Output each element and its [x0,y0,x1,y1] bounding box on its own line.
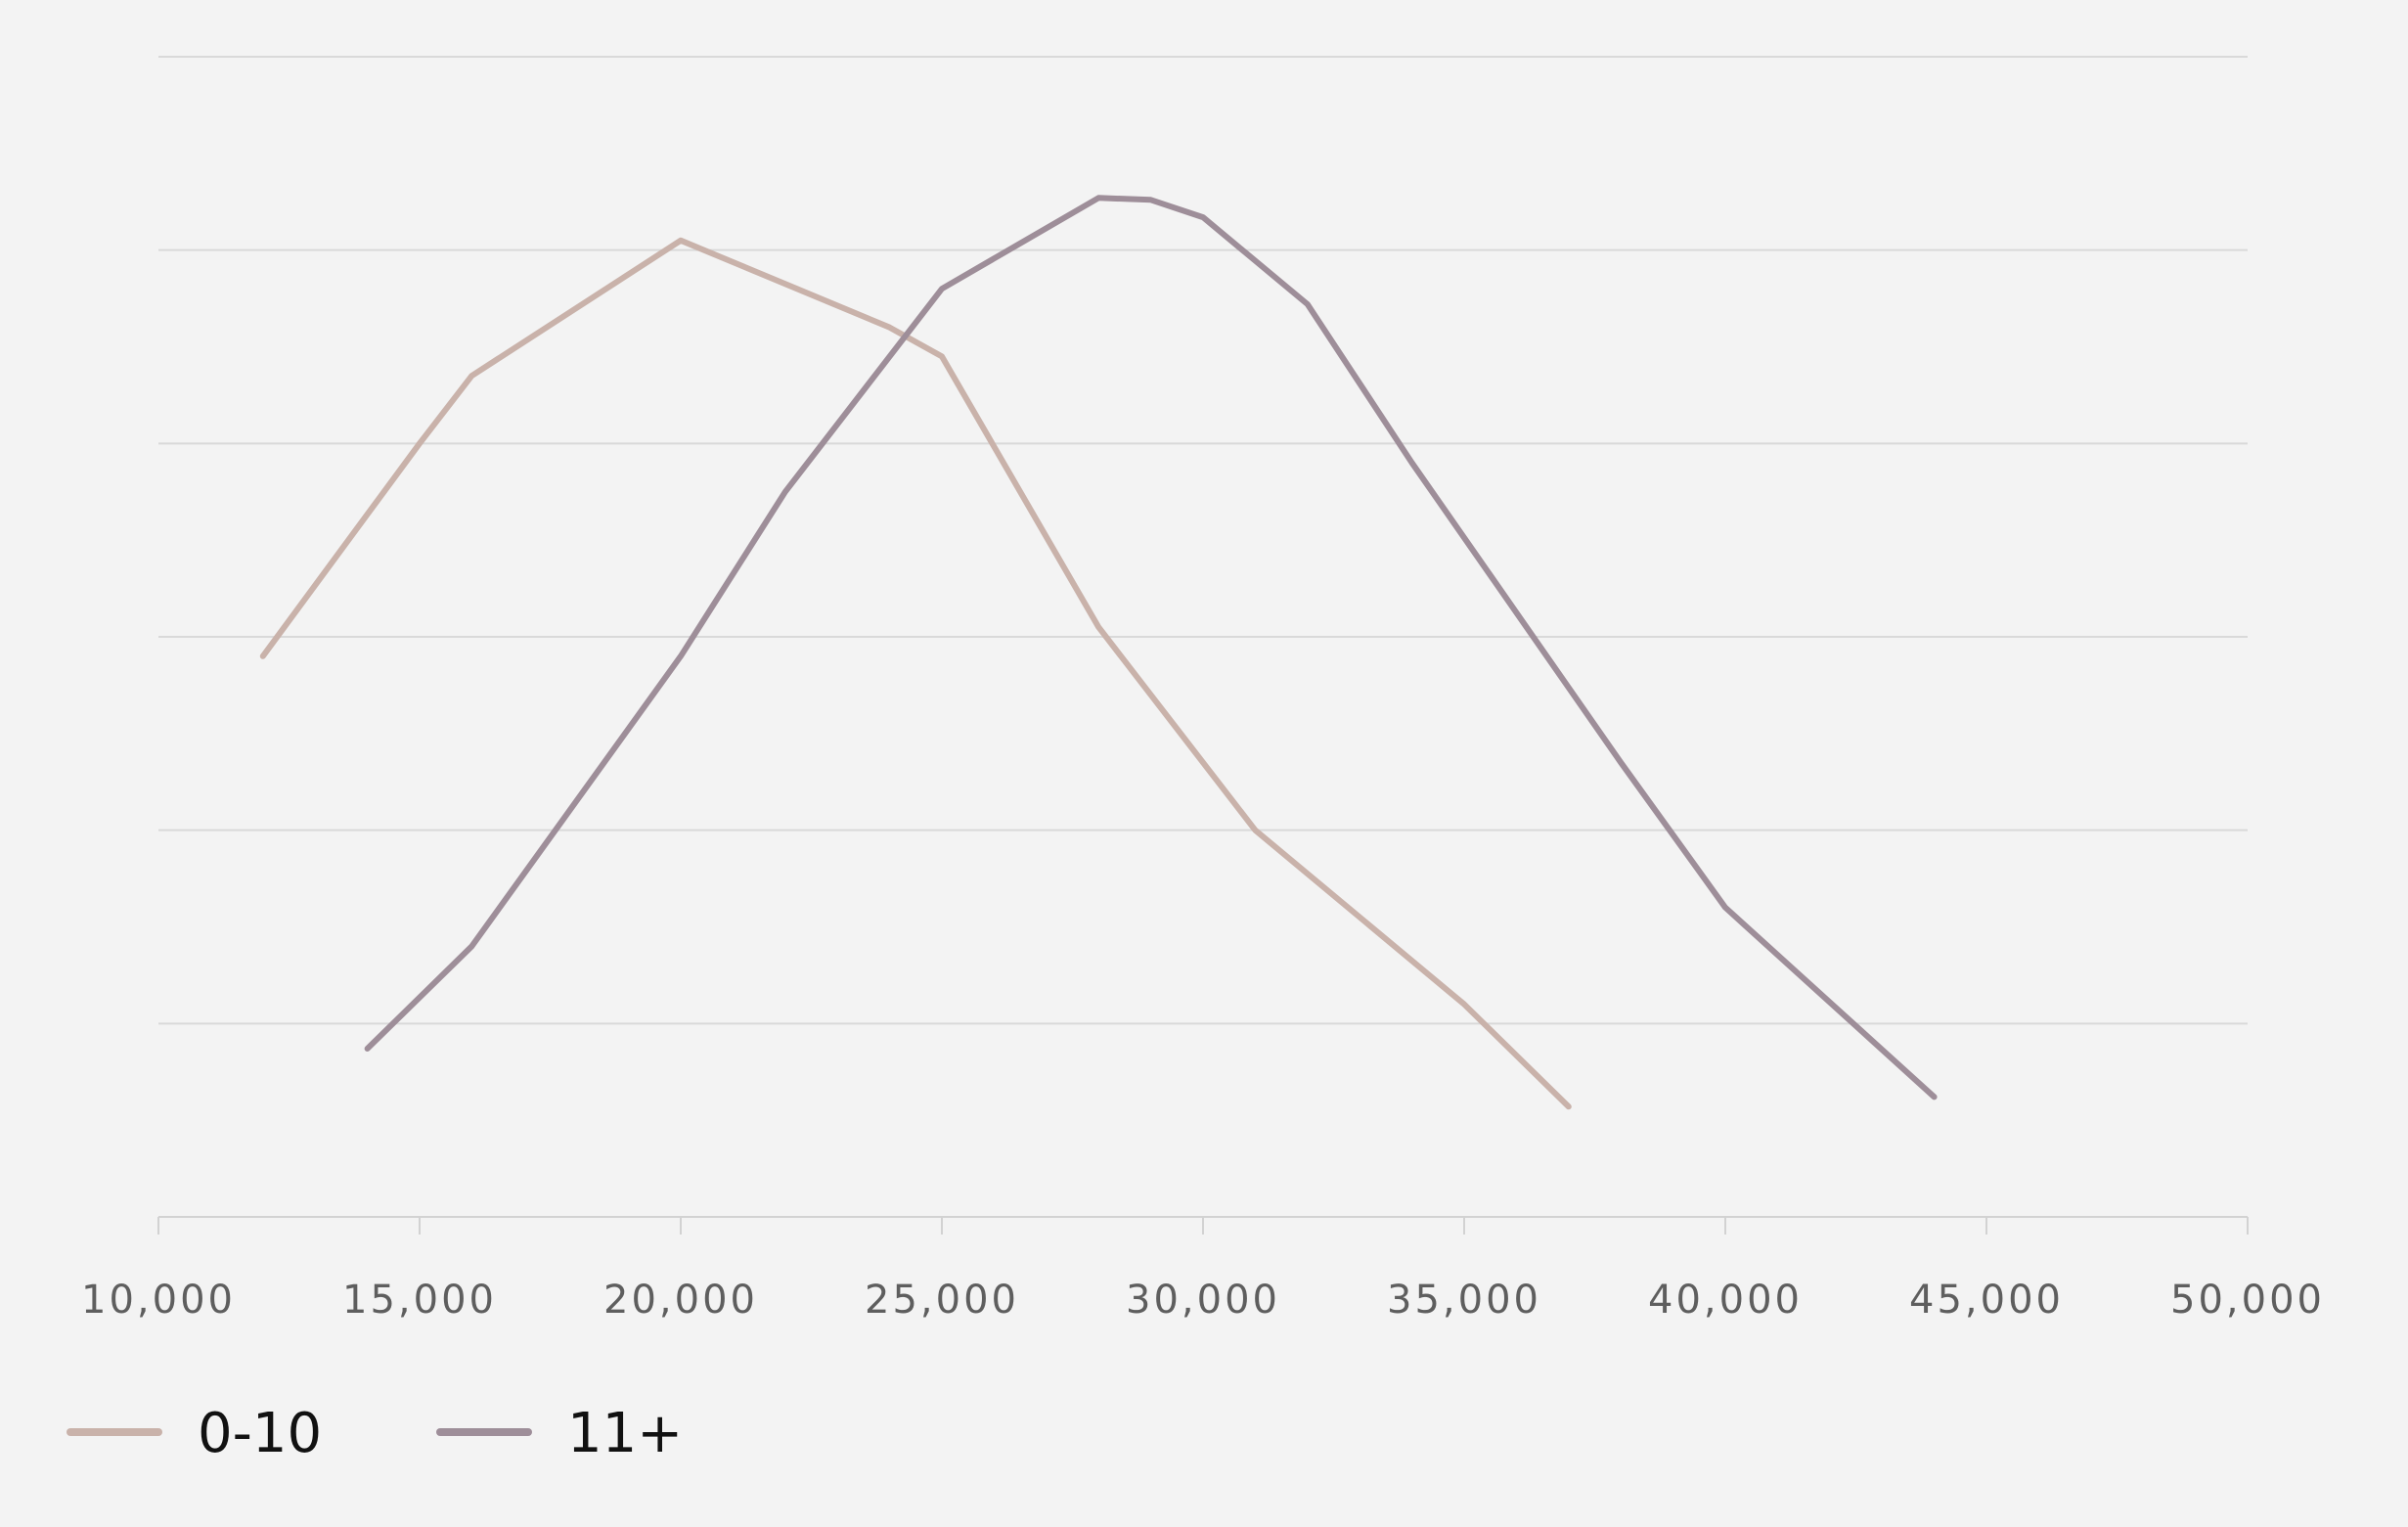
x-tick-label: 35,000 [1387,1278,1541,1323]
x-tick-label: 25,000 [865,1278,1019,1323]
x-tick-label: 50,000 [2170,1278,2325,1323]
x-tick-label: 20,000 [603,1278,758,1323]
x-axis: 10,000 15,000 20,000 25,000 30,000 35,000 40,0… [81,1216,2325,1323]
x-tick-label: 40,000 [1648,1278,1803,1323]
series-line-2 [364,195,1938,1100]
series-line-1 [259,237,1572,1110]
x-tick-label: 15,000 [342,1278,497,1323]
x-tick-label: 45,000 [1909,1278,2064,1323]
legend: 0-10 11+ [67,1402,683,1465]
x-tick-label: 10,000 [81,1278,236,1323]
legend-label-2: 11+ [567,1402,683,1465]
gridlines [158,56,2248,1025]
series-lines [259,195,1938,1110]
x-tick-label: 30,000 [1126,1278,1280,1323]
legend-label-1: 0-10 [198,1402,322,1465]
